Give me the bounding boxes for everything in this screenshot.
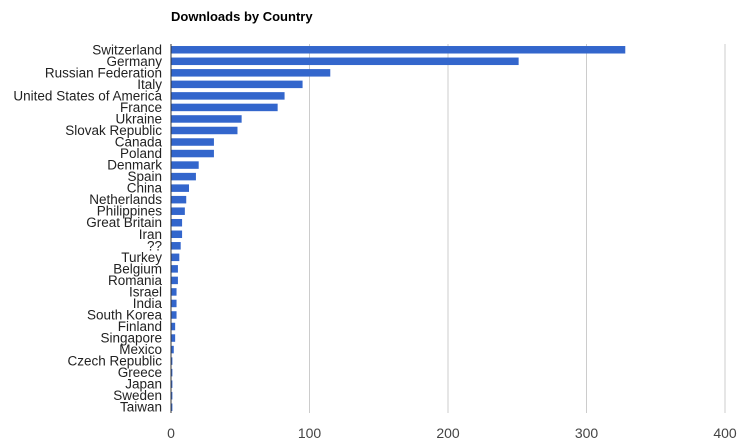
category-label-finland: Finland <box>118 319 162 334</box>
bar-belgium <box>171 265 178 273</box>
bar-philippines <box>171 207 185 215</box>
bar-japan <box>171 380 173 388</box>
category-label-spain: Spain <box>127 169 162 184</box>
category-label-romania: Romania <box>108 273 163 288</box>
category-label-sweden: Sweden <box>113 388 162 403</box>
x-tick-label-200: 200 <box>436 425 460 441</box>
bar-greece <box>171 368 173 377</box>
bar-india <box>171 299 177 308</box>
category-label-germany: Germany <box>106 54 162 69</box>
category-label-ukraine: Ukraine <box>115 111 162 126</box>
category-label-taiwan: Taiwan <box>120 400 162 415</box>
bar-turkey <box>171 253 180 262</box>
bar-united-states-of-america <box>171 92 285 100</box>
bar-italy <box>171 80 303 89</box>
category-label-czech-republic: Czech Republic <box>67 354 162 369</box>
category-label-turkey: Turkey <box>121 250 162 265</box>
bar-romania <box>171 276 178 285</box>
category-label-russian-federation: Russian Federation <box>45 65 162 80</box>
category-label-poland: Poland <box>120 146 162 161</box>
x-tick-label-300: 300 <box>575 425 599 441</box>
bar-germany <box>171 57 519 66</box>
bar-ukraine <box>171 115 242 123</box>
category-label-italy: Italy <box>137 77 162 92</box>
x-tick-label-100: 100 <box>298 425 322 441</box>
bars <box>171 46 626 411</box>
category-label-row-17: ?? <box>147 238 162 253</box>
category-label-belgium: Belgium <box>113 261 162 276</box>
category-label-france: France <box>120 100 162 115</box>
category-label-slovak-republic: Slovak Republic <box>65 123 162 138</box>
bar-czech-republic <box>171 357 173 365</box>
category-label-philippines: Philippines <box>97 204 163 219</box>
category-label-israel: Israel <box>129 284 162 299</box>
bar-south-korea <box>171 311 177 319</box>
category-label-netherlands: Netherlands <box>89 192 162 207</box>
category-label-canada: Canada <box>115 135 163 150</box>
bar-spain <box>171 172 196 181</box>
category-label-japan: Japan <box>125 377 162 392</box>
bar-taiwan <box>171 403 173 411</box>
bar-russian-federation <box>171 69 331 77</box>
bar-sweden <box>171 391 173 400</box>
bar-israel <box>171 288 177 296</box>
bar-singapore <box>171 334 176 342</box>
x-axis-tick-labels: 0 100 200 300 400 <box>167 425 737 441</box>
bar-switzerland <box>171 46 626 54</box>
category-label-singapore: Singapore <box>100 331 162 346</box>
category-label-india: India <box>133 296 163 311</box>
category-label-iran: Iran <box>139 227 162 242</box>
x-tick-label-400: 400 <box>713 425 737 441</box>
bar-netherlands <box>171 195 187 204</box>
category-label-mexico: Mexico <box>119 342 162 357</box>
bar-poland <box>171 149 214 158</box>
category-label-south-korea: South Korea <box>87 307 163 322</box>
bar-canada <box>171 138 214 146</box>
bar-finland <box>171 322 176 331</box>
category-label-china: China <box>127 181 163 196</box>
category-label-united-states-of-america: United States of America <box>13 88 162 103</box>
bar-china <box>171 184 190 192</box>
chart-title: Downloads by Country <box>171 9 313 24</box>
bar-row-17 <box>171 242 181 250</box>
bar-great-britain <box>171 218 183 227</box>
category-label-denmark: Denmark <box>107 158 162 173</box>
category-label-great-britain: Great Britain <box>86 215 162 230</box>
bar-denmark <box>171 161 199 169</box>
bar-slovak-republic <box>171 126 238 135</box>
category-label-switzerland: Switzerland <box>92 42 162 57</box>
bar-mexico <box>171 345 174 354</box>
gridlines <box>309 44 726 413</box>
bar-france <box>171 103 278 112</box>
x-tick-label-0: 0 <box>167 425 175 441</box>
bar-iran <box>171 230 183 239</box>
category-label-greece: Greece <box>118 365 162 380</box>
